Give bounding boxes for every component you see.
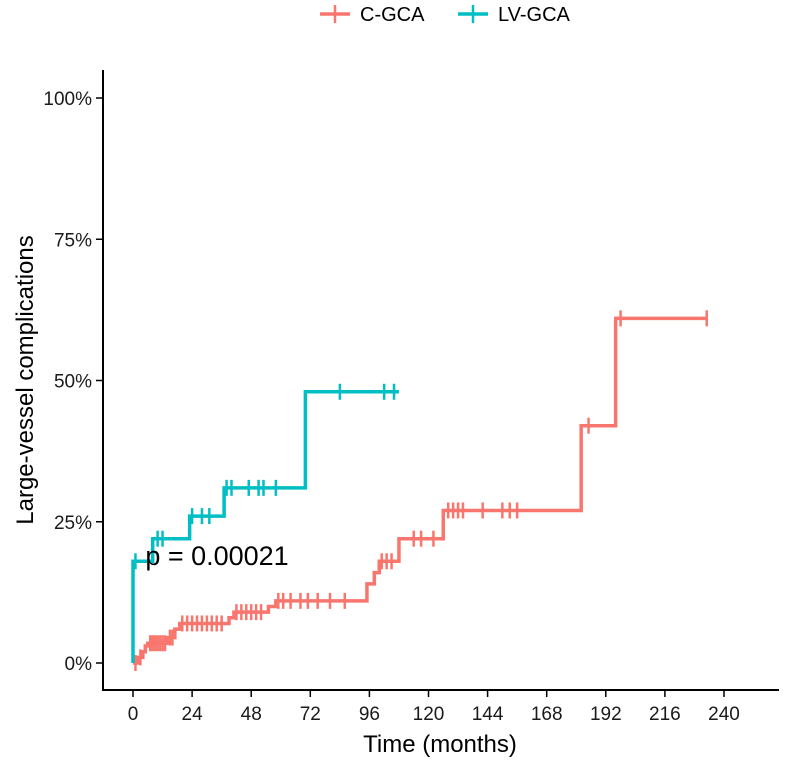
- y-tick-label: 100%: [43, 89, 92, 110]
- x-tick-label: 72: [300, 704, 321, 725]
- x-tick-label: 240: [708, 704, 740, 725]
- x-tick-label: 168: [531, 704, 563, 725]
- series-line-c-gca: [133, 316, 707, 665]
- x-axis-title: Time (months): [363, 731, 517, 758]
- x-tick-label: 216: [649, 704, 681, 725]
- y-tick-label: 50%: [54, 372, 92, 393]
- x-axis-ticks: 0 24 48 72 96 120 144 168 192 216 240: [128, 690, 740, 725]
- legend-label-lv-gca: LV-GCA: [498, 4, 571, 26]
- legend: C-GCA LV-GCA: [320, 4, 571, 26]
- y-tick-label: 25%: [54, 513, 92, 534]
- x-tick-label: 96: [359, 704, 380, 725]
- x-tick-label: 48: [241, 704, 262, 725]
- x-tick-label: 24: [182, 704, 204, 725]
- x-tick-label: 192: [590, 704, 622, 725]
- y-tick-label: 0%: [65, 654, 93, 675]
- x-tick-label: 120: [413, 704, 445, 725]
- x-tick-label: 144: [472, 704, 504, 725]
- series-layer: [131, 310, 709, 671]
- legend-label-c-gca: C-GCA: [360, 4, 425, 26]
- x-tick-label: 0: [128, 704, 139, 725]
- p-value-annotation: p = 0.00021: [145, 541, 288, 571]
- y-axis-title: Large-vessel complications: [12, 235, 39, 524]
- y-axis-ticks: 0% 25% 50% 75% 100%: [43, 89, 103, 675]
- series-line-lv-gca: [131, 390, 399, 663]
- y-tick-label: 75%: [54, 230, 92, 251]
